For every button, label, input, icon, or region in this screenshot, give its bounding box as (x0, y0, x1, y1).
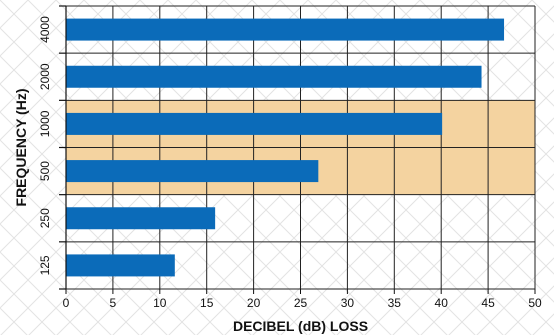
x-tick-label: 25 (294, 296, 308, 310)
x-tick-label: 10 (153, 296, 167, 310)
bar-250 (66, 207, 216, 230)
x-tick-label: 35 (388, 296, 402, 310)
x-tick-label: 20 (247, 296, 261, 310)
x-tick-label: 40 (435, 296, 449, 310)
bar-2000 (66, 65, 482, 88)
x-axis-title: DECIBEL (dB) LOSS (233, 318, 368, 334)
bar-500 (66, 160, 319, 183)
x-tick-label: 0 (63, 296, 70, 310)
y-tick-label: 500 (38, 161, 52, 181)
bar-1000 (66, 112, 443, 135)
x-tick-label: 45 (481, 296, 495, 310)
y-axis-title: FREQUENCY (Hz) (13, 89, 29, 207)
x-tick-label: 15 (200, 296, 214, 310)
y-tick-label: 125 (38, 255, 52, 275)
x-tick-label: 30 (341, 296, 355, 310)
y-tick-label: 1000 (38, 110, 52, 137)
bar-125 (66, 254, 175, 277)
x-tick-label: 50 (528, 296, 542, 310)
y-tick-label: 4000 (38, 16, 52, 43)
bar-4000 (66, 18, 505, 41)
y-tick-label: 250 (38, 208, 52, 228)
x-tick-label: 5 (110, 296, 117, 310)
y-tick-label: 2000 (38, 63, 52, 90)
